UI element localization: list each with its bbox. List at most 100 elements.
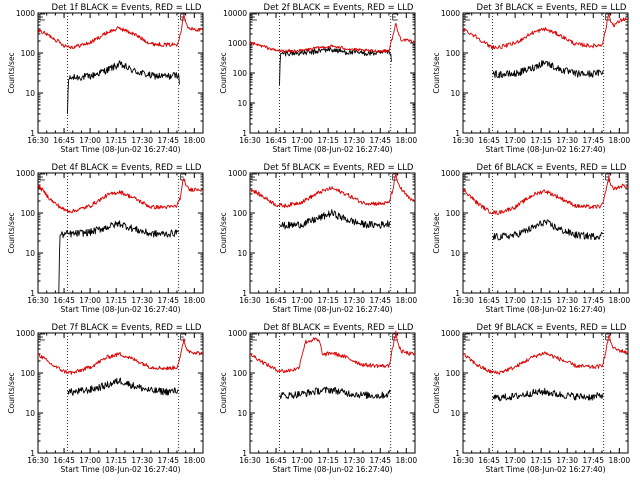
x-tick-label: 17:15 bbox=[105, 136, 127, 145]
y-tick-label: 100 bbox=[21, 209, 36, 218]
y-tick-label: 1 bbox=[30, 289, 35, 298]
x-tick-label: 18:00 bbox=[396, 296, 418, 305]
x-tick-label: 17:15 bbox=[530, 296, 552, 305]
plot-frame bbox=[249, 172, 416, 294]
y-tick-label: 1 bbox=[30, 129, 35, 138]
chart-panel-3: Det 3f BLACK = Events, RED = LLD Counts/s… bbox=[432, 3, 630, 154]
x-tick-label: 17:45 bbox=[369, 456, 391, 465]
events-series-line bbox=[67, 60, 180, 114]
y-axis-label: Counts/sec bbox=[219, 52, 228, 93]
x-axis-label: Start Time (08-Jun-02 16:27:40) bbox=[486, 305, 606, 314]
x-tick-label: 17:15 bbox=[530, 136, 552, 145]
x-tick-label: 17:45 bbox=[369, 136, 391, 145]
y-axis-label: Counts/sec bbox=[7, 372, 16, 413]
y-axis-label: Counts/sec bbox=[7, 52, 16, 93]
x-tick-label: 17:00 bbox=[79, 136, 101, 145]
x-tick-label: 18:00 bbox=[609, 296, 631, 305]
plot-frame bbox=[462, 12, 629, 134]
x-tick-label: 17:45 bbox=[582, 456, 604, 465]
y-tick-label: 100 bbox=[233, 69, 248, 78]
lld-series-line bbox=[37, 178, 203, 214]
x-tick-label: 18:00 bbox=[396, 456, 418, 465]
x-axis-label: Start Time (08-Jun-02 16:27:40) bbox=[273, 145, 393, 154]
chart-title: Det 5f BLACK = Events, RED = LLD bbox=[264, 163, 414, 173]
plot-frame bbox=[249, 12, 416, 134]
lld-series-line bbox=[249, 22, 415, 54]
marker-bracket bbox=[605, 13, 611, 21]
x-tick-label: 17:30 bbox=[343, 296, 365, 305]
y-axis-label: Counts/sec bbox=[219, 372, 228, 413]
y-tick-label: 1000 bbox=[16, 9, 35, 18]
x-tick-label: 16:45 bbox=[265, 296, 287, 305]
y-tick-label: 1 bbox=[455, 289, 460, 298]
x-tick-label: 16:30 bbox=[27, 136, 49, 145]
marker-bracket bbox=[605, 333, 611, 341]
x-tick-label: 17:30 bbox=[556, 136, 578, 145]
events-series-line bbox=[492, 387, 604, 402]
chart-title: Det 4f BLACK = Events, RED = LLD bbox=[52, 163, 202, 173]
x-axis-label: Start Time (08-Jun-02 16:27:40) bbox=[486, 145, 606, 154]
chart-panel-4: Det 4f BLACK = Events, RED = LLD Counts/s… bbox=[7, 163, 205, 314]
x-tick-label: 17:30 bbox=[131, 136, 153, 145]
lld-series-line bbox=[249, 172, 415, 209]
events-series-line bbox=[58, 220, 179, 294]
plot-frame bbox=[37, 12, 204, 134]
x-tick-label: 16:45 bbox=[478, 296, 500, 305]
chart-title: Det 1f BLACK = Events, RED = LLD bbox=[52, 3, 202, 13]
x-tick-label: 17:45 bbox=[369, 296, 391, 305]
x-tick-label: 17:45 bbox=[157, 136, 179, 145]
marker-bracket bbox=[464, 13, 470, 21]
x-tick-label: 17:45 bbox=[582, 296, 604, 305]
x-tick-label: 17:30 bbox=[343, 136, 365, 145]
events-series-line bbox=[279, 209, 391, 230]
x-tick-label: 16:45 bbox=[478, 456, 500, 465]
y-tick-label: 100 bbox=[446, 369, 461, 378]
lld-series-line bbox=[37, 13, 203, 50]
x-tick-label: 17:45 bbox=[157, 296, 179, 305]
chart-title: Det 8f BLACK = Events, RED = LLD bbox=[264, 323, 414, 333]
x-tick-label: 16:45 bbox=[53, 456, 75, 465]
marker-bracket bbox=[39, 173, 45, 181]
events-series-line bbox=[279, 46, 392, 85]
x-tick-label: 17:15 bbox=[530, 456, 552, 465]
x-tick-label: 17:00 bbox=[504, 296, 526, 305]
chart-title: Det 2f BLACK = Events, RED = LLD bbox=[264, 3, 414, 13]
y-tick-label: 1000 bbox=[441, 329, 460, 338]
plot-frame bbox=[462, 172, 629, 294]
lld-series-line bbox=[462, 174, 628, 216]
y-tick-label: 100 bbox=[233, 369, 248, 378]
y-tick-label: 1000 bbox=[16, 329, 35, 338]
y-tick-label: 10 bbox=[237, 249, 247, 258]
x-axis-label: Start Time (08-Jun-02 16:27:40) bbox=[61, 465, 181, 474]
x-tick-label: 16:30 bbox=[27, 456, 49, 465]
x-tick-label: 16:45 bbox=[265, 136, 287, 145]
y-tick-label: 10 bbox=[25, 89, 35, 98]
chart-title: Det 9f BLACK = Events, RED = LLD bbox=[477, 323, 627, 333]
lld-series-line bbox=[249, 330, 415, 374]
x-tick-label: 17:30 bbox=[131, 296, 153, 305]
x-tick-label: 18:00 bbox=[184, 136, 206, 145]
y-tick-label: 10000 bbox=[223, 9, 247, 18]
lld-series-line bbox=[462, 14, 628, 50]
lld-series-line bbox=[462, 334, 628, 375]
x-tick-label: 17:00 bbox=[291, 456, 313, 465]
x-axis-label: Start Time (08-Jun-02 16:27:40) bbox=[486, 465, 606, 474]
y-axis-label: Counts/sec bbox=[432, 52, 441, 93]
events-series-line bbox=[492, 60, 604, 79]
y-tick-label: 1 bbox=[30, 449, 35, 458]
chart-panel-8: Det 8f BLACK = Events, RED = LLD Counts/s… bbox=[219, 323, 417, 474]
x-tick-label: 17:00 bbox=[504, 136, 526, 145]
marker-bracket bbox=[251, 333, 257, 341]
y-tick-label: 10 bbox=[25, 409, 35, 418]
y-axis-label: Counts/sec bbox=[432, 212, 441, 253]
chart-panel-2: Det 2f BLACK = Events, RED = LLD Counts/s… bbox=[219, 3, 417, 154]
marker-bracket bbox=[251, 173, 257, 181]
marker-bracket bbox=[392, 173, 398, 181]
y-tick-label: 10 bbox=[450, 409, 460, 418]
marker-bracket bbox=[464, 333, 470, 341]
marker-bracket bbox=[392, 333, 398, 341]
x-tick-label: 17:00 bbox=[291, 296, 313, 305]
x-tick-label: 16:45 bbox=[53, 136, 75, 145]
x-tick-label: 16:30 bbox=[452, 296, 474, 305]
